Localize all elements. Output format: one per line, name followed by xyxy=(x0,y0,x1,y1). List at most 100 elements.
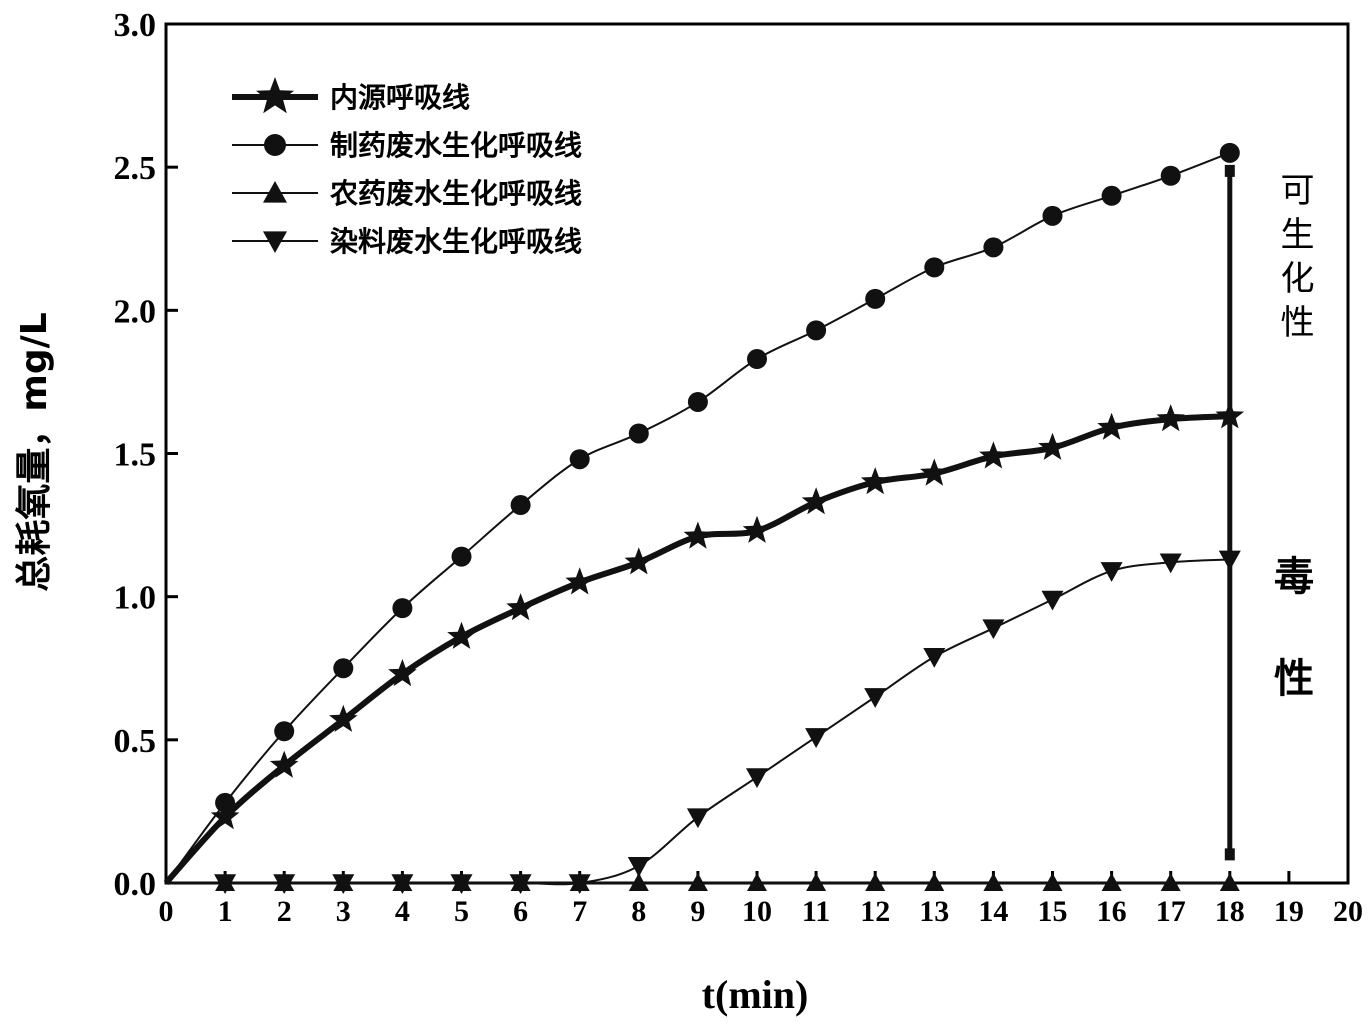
data-point xyxy=(215,792,236,813)
data-point xyxy=(1042,205,1063,226)
data-point xyxy=(450,874,473,894)
data-point xyxy=(924,257,945,278)
data-point xyxy=(742,515,772,543)
x-tick-label: 17 xyxy=(1156,895,1186,928)
y-tick-label: 1.5 xyxy=(114,437,157,474)
x-tick-label: 10 xyxy=(742,895,772,928)
data-point xyxy=(333,658,354,679)
legend-item: 农药废水生化呼吸线 xyxy=(232,177,582,210)
data-point xyxy=(747,349,767,370)
data-point xyxy=(624,547,654,575)
data-point xyxy=(683,521,713,549)
x-tick-label: 12 xyxy=(860,895,890,928)
x-tick-label: 6 xyxy=(513,895,528,928)
legend-item: 内源呼吸线 xyxy=(232,77,470,114)
data-point xyxy=(274,721,295,742)
data-point xyxy=(214,874,237,894)
data-point xyxy=(1219,873,1240,891)
data-point xyxy=(924,873,945,891)
data-point xyxy=(1101,873,1122,891)
x-tick-label: 9 xyxy=(690,895,705,928)
x-tick-label: 20 xyxy=(1333,895,1363,928)
x-tick-label: 5 xyxy=(454,895,469,928)
data-point xyxy=(388,659,417,687)
x-tick-label: 2 xyxy=(277,895,292,928)
data-point xyxy=(806,873,827,891)
data-point xyxy=(1160,873,1181,891)
data-point xyxy=(391,874,414,894)
legend-label: 农药废水生化呼吸线 xyxy=(329,177,582,210)
x-axis-title: t(min) xyxy=(702,972,809,1017)
data-point xyxy=(686,808,709,829)
data-point xyxy=(1038,432,1067,460)
data-point xyxy=(1100,562,1123,582)
series-star xyxy=(163,401,1245,886)
data-point xyxy=(923,647,946,668)
x-tick-label: 16 xyxy=(1097,895,1127,928)
y-tick-label: 0.0 xyxy=(114,866,157,903)
vertical-line-cap-bottom xyxy=(1224,848,1235,861)
data-point xyxy=(687,391,708,412)
legend-label: 制药废水生化呼吸线 xyxy=(330,129,582,162)
legend-item: 染料废水生化呼吸线 xyxy=(232,225,582,258)
x-axis: 0 1 2 3 4 5 6 7 8 9 10 11 12 13 14 15 16 17 18 19 20 xyxy=(159,871,1363,928)
legend-marker xyxy=(263,231,287,253)
data-point xyxy=(1219,142,1240,163)
legend-label: 内源呼吸线 xyxy=(330,81,470,114)
data-point xyxy=(506,593,535,621)
data-point xyxy=(509,874,532,894)
data-point xyxy=(627,857,650,877)
data-point xyxy=(747,873,767,891)
y-tick-label: 0.5 xyxy=(114,723,157,760)
data-point xyxy=(628,873,649,891)
data-point xyxy=(1156,404,1185,432)
x-tick-label: 14 xyxy=(978,895,1008,928)
data-point xyxy=(1041,590,1064,611)
data-point xyxy=(920,458,949,486)
data-point xyxy=(1042,873,1063,891)
data-point xyxy=(1097,412,1126,440)
vertical-marker xyxy=(1224,164,1235,861)
data-point xyxy=(864,688,887,708)
x-tick-label: 19 xyxy=(1274,895,1304,928)
y-tick-label: 3.0 xyxy=(114,7,157,44)
data-point xyxy=(568,874,591,894)
data-point xyxy=(269,750,299,778)
data-point xyxy=(1159,553,1182,574)
data-point xyxy=(979,441,1008,469)
legend-label: 染料废水生化呼吸线 xyxy=(330,225,582,258)
data-point xyxy=(983,237,1004,258)
x-tick-label: 0 xyxy=(159,895,174,928)
x-tick-label: 7 xyxy=(572,895,587,928)
data-point xyxy=(1101,185,1122,206)
legend-item: 制药废水生化呼吸线 xyxy=(232,129,582,162)
legend-marker xyxy=(263,181,287,203)
x-tick-label: 3 xyxy=(336,895,351,928)
data-point xyxy=(806,320,827,341)
data-point xyxy=(746,768,768,789)
data-point xyxy=(1160,165,1181,186)
data-point xyxy=(801,487,831,515)
data-point xyxy=(865,288,886,309)
x-tick-label: 11 xyxy=(802,895,830,928)
data-point xyxy=(329,704,358,732)
data-point xyxy=(451,546,472,567)
y-tick-label: 1.0 xyxy=(114,580,157,617)
data-point xyxy=(447,621,476,649)
series-layer xyxy=(163,142,1245,894)
annotation-biodegradability: 可生化性 xyxy=(1274,172,1314,348)
x-tick-label: 13 xyxy=(919,895,949,928)
data-point xyxy=(865,873,886,891)
annotation-toxicity-top: 毒 xyxy=(1274,554,1314,600)
legend-marker xyxy=(256,77,294,114)
y-tick-label: 2.5 xyxy=(114,150,157,187)
y-tick-label: 2.0 xyxy=(114,293,157,330)
series-circle xyxy=(165,142,1240,884)
data-point xyxy=(273,874,296,894)
data-point xyxy=(860,467,890,495)
x-tick-label: 8 xyxy=(631,895,646,928)
data-point xyxy=(805,728,828,748)
annotation-toxicity-bottom: 性 xyxy=(1274,656,1314,702)
series-triangle-down xyxy=(166,550,1241,894)
